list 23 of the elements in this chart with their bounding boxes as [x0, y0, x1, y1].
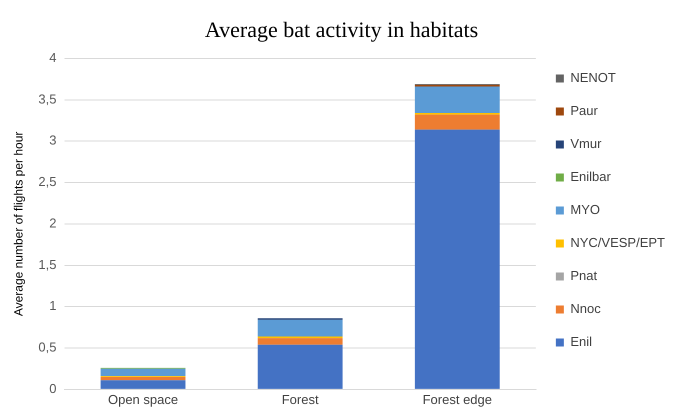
legend-label: Paur	[570, 103, 598, 118]
legend-label: Enil	[570, 334, 592, 350]
legend-label: NENOT	[570, 70, 616, 86]
y-tick-label: 2,5	[38, 174, 56, 190]
chart-title: Average bat activity in habitats	[204, 16, 478, 42]
y-tick-label: 3	[49, 132, 56, 148]
legend-label: Pnat	[570, 268, 598, 284]
legend-label: NYC/VESP/EPT	[570, 235, 666, 250]
x-tick-label: Open space	[108, 392, 178, 407]
y-tick-label: 4	[49, 50, 56, 65]
y-tick-label: 1	[49, 298, 56, 314]
y-tick-label: 1,5	[38, 256, 56, 272]
y-tick-label: 0	[49, 380, 56, 396]
legend-label: MYO	[570, 202, 600, 218]
legend-label: Nnoc	[570, 301, 602, 316]
y-tick-label: 2	[49, 215, 56, 230]
x-tick-label: Forest edge	[422, 392, 492, 407]
y-axis-title: Average number of flights per hour	[12, 132, 26, 316]
y-tick-label: 3,5	[38, 91, 56, 106]
legend-label: Enilbar	[570, 169, 612, 184]
x-tick-label: Forest	[282, 392, 319, 407]
y-tick-label: 0,5	[38, 340, 56, 355]
legend-label: Vmur	[570, 136, 602, 152]
